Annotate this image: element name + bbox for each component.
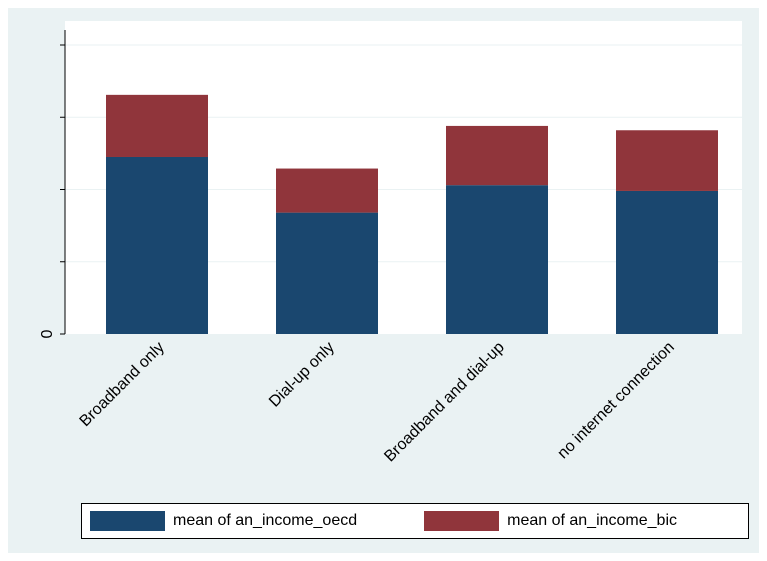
legend-label-bic: mean of an_income_bic — [507, 512, 678, 529]
bar-1-2 — [446, 125, 548, 186]
y-ticks: 0 — [39, 44, 65, 338]
x-tick-label: Broadband and dial-up — [381, 339, 508, 466]
legend-swatch-bic — [424, 511, 500, 531]
bar-0-1 — [276, 212, 378, 334]
legend-item-bic: mean of an_income_bic — [424, 511, 677, 531]
bar-0-2 — [446, 185, 548, 334]
x-tick-labels: Broadband only Dial-up only Broadband and … — [77, 339, 678, 466]
y-tick-label: 0 — [39, 329, 56, 338]
chart-figure: 0 Broadband only Dial-up only Broadband an… — [8, 8, 759, 553]
bar-chart: 0 Broadband only Dial-up only Broadband an… — [39, 21, 742, 466]
bar-1-3 — [616, 130, 718, 191]
bar-0-3 — [616, 190, 718, 334]
bar-0-0 — [106, 156, 208, 334]
bars — [106, 94, 718, 334]
bar-1-0 — [106, 94, 208, 157]
legend-label-oecd: mean of an_income_oecd — [173, 512, 358, 529]
legend: mean of an_income_oecd mean of an_income… — [81, 503, 749, 539]
legend-swatch-oecd — [90, 511, 165, 531]
legend-item-oecd: mean of an_income_oecd — [90, 511, 357, 531]
x-tick-label: Broadband only — [77, 339, 168, 430]
x-tick-label: no internet connection — [554, 339, 677, 462]
x-tick-label: Dial-up only — [266, 339, 338, 411]
bar-1-1 — [276, 168, 378, 213]
